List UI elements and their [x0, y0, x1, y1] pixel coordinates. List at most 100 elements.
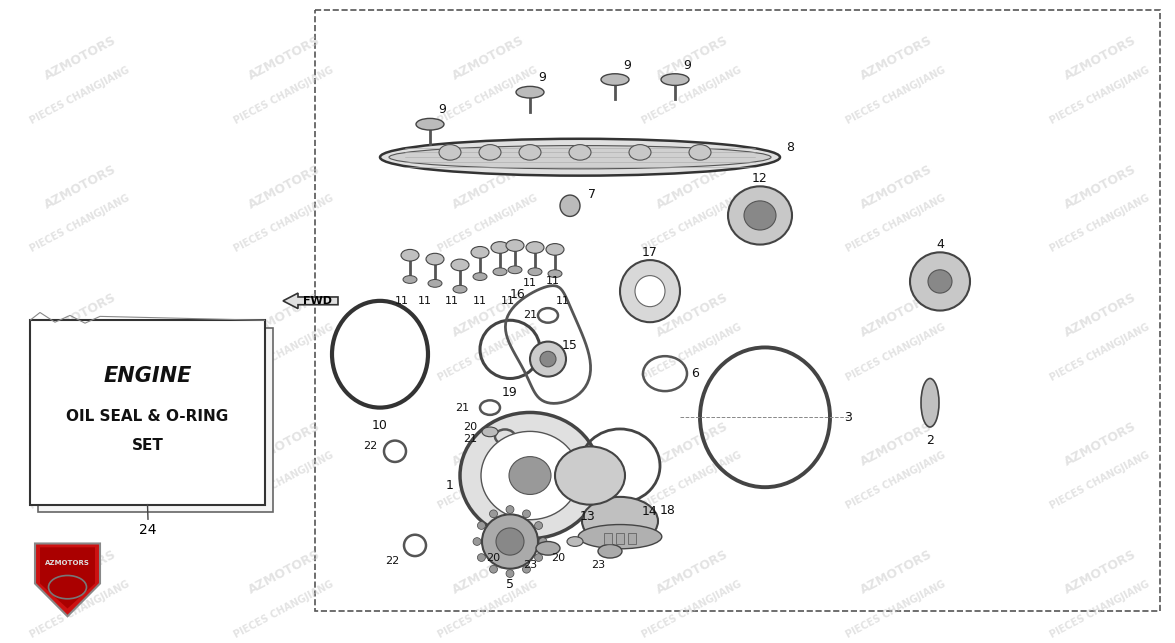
Text: FWD: FWD — [303, 296, 333, 306]
Text: AZMOTORS: AZMOTORS — [653, 163, 730, 212]
Text: ENGINE: ENGINE — [103, 366, 192, 386]
Text: 11: 11 — [395, 296, 409, 306]
Text: AZMOTORS: AZMOTORS — [450, 548, 526, 597]
Ellipse shape — [568, 537, 583, 547]
Text: PIECES CHANGJIANG: PIECES CHANGJIANG — [640, 450, 744, 511]
Text: 13: 13 — [580, 510, 596, 523]
Circle shape — [530, 341, 566, 377]
Polygon shape — [283, 293, 338, 309]
Text: PIECES CHANGJIANG: PIECES CHANGJIANG — [437, 322, 539, 383]
Text: PIECES CHANGJIANG: PIECES CHANGJIANG — [1048, 579, 1151, 640]
Text: 7: 7 — [588, 188, 596, 201]
Text: AZMOTORS: AZMOTORS — [858, 548, 934, 597]
Text: PIECES CHANGJIANG: PIECES CHANGJIANG — [845, 322, 947, 383]
Text: 18: 18 — [660, 504, 676, 517]
Ellipse shape — [600, 74, 629, 86]
Text: 6: 6 — [691, 367, 699, 380]
Ellipse shape — [598, 545, 622, 558]
Text: PIECES CHANGJIANG: PIECES CHANGJIANG — [437, 193, 539, 254]
Text: 5: 5 — [506, 577, 513, 591]
Bar — [315, 10, 1160, 611]
Text: 22: 22 — [385, 556, 400, 566]
Text: PIECES CHANGJIANG: PIECES CHANGJIANG — [845, 64, 947, 125]
Bar — [604, 533, 612, 545]
Ellipse shape — [451, 259, 469, 271]
Text: PIECES CHANGJIANG: PIECES CHANGJIANG — [640, 579, 744, 640]
Text: PIECES CHANGJIANG: PIECES CHANGJIANG — [640, 193, 744, 254]
Circle shape — [490, 565, 497, 573]
Text: 24: 24 — [140, 523, 156, 537]
Text: AZMOTORS: AZMOTORS — [42, 34, 119, 83]
Text: AZMOTORS: AZMOTORS — [1062, 548, 1139, 597]
Bar — [627, 533, 636, 545]
Text: AZMOTORS: AZMOTORS — [653, 34, 730, 83]
Text: 10: 10 — [372, 419, 388, 431]
Ellipse shape — [516, 86, 544, 98]
Text: 4: 4 — [936, 238, 944, 251]
Text: AZMOTORS: AZMOTORS — [858, 291, 934, 340]
Ellipse shape — [389, 145, 771, 169]
Text: 20: 20 — [551, 553, 565, 563]
Circle shape — [477, 521, 485, 529]
Text: 9: 9 — [683, 59, 691, 71]
Text: PIECES CHANGJIANG: PIECES CHANGJIANG — [1048, 193, 1151, 254]
Text: PIECES CHANGJIANG: PIECES CHANGJIANG — [233, 322, 335, 383]
Ellipse shape — [403, 276, 417, 284]
Text: 23: 23 — [591, 560, 605, 570]
Ellipse shape — [454, 285, 466, 293]
Ellipse shape — [536, 541, 560, 555]
Ellipse shape — [555, 446, 625, 505]
Polygon shape — [35, 543, 100, 616]
Ellipse shape — [744, 201, 776, 230]
Text: PIECES CHANGJIANG: PIECES CHANGJIANG — [845, 193, 947, 254]
Ellipse shape — [506, 240, 524, 251]
Text: OIL SEAL & O-RING: OIL SEAL & O-RING — [66, 409, 229, 424]
Text: 20: 20 — [486, 553, 501, 563]
Text: PIECES CHANGJIANG: PIECES CHANGJIANG — [28, 193, 132, 254]
Ellipse shape — [921, 379, 939, 427]
Ellipse shape — [728, 186, 792, 244]
Ellipse shape — [474, 273, 486, 280]
Ellipse shape — [560, 195, 580, 217]
Text: 2: 2 — [926, 434, 934, 447]
Text: PIECES CHANGJIANG: PIECES CHANGJIANG — [233, 193, 335, 254]
Ellipse shape — [439, 145, 461, 160]
Ellipse shape — [528, 268, 542, 276]
Text: PIECES CHANGJIANG: PIECES CHANGJIANG — [233, 579, 335, 640]
Ellipse shape — [548, 270, 562, 278]
Ellipse shape — [502, 539, 518, 548]
Circle shape — [496, 528, 524, 555]
Text: 21: 21 — [455, 403, 469, 413]
Text: 20: 20 — [463, 422, 477, 432]
Ellipse shape — [582, 497, 658, 545]
Circle shape — [474, 538, 481, 545]
Text: AZMOTORS: AZMOTORS — [246, 163, 322, 212]
Ellipse shape — [519, 145, 540, 160]
Text: 9: 9 — [538, 71, 546, 84]
Text: AZMOTORS: AZMOTORS — [246, 420, 322, 469]
Circle shape — [482, 514, 538, 568]
Ellipse shape — [459, 412, 600, 539]
Text: PIECES CHANGJIANG: PIECES CHANGJIANG — [437, 450, 539, 511]
Text: 11: 11 — [546, 276, 560, 286]
Text: PIECES CHANGJIANG: PIECES CHANGJIANG — [1048, 322, 1151, 383]
Text: 11: 11 — [523, 278, 537, 288]
Text: PIECES CHANGJIANG: PIECES CHANGJIANG — [640, 64, 744, 125]
Text: 21: 21 — [523, 311, 537, 320]
Text: 11: 11 — [474, 296, 486, 306]
Text: PIECES CHANGJIANG: PIECES CHANGJIANG — [1048, 450, 1151, 511]
Circle shape — [535, 521, 543, 529]
Text: AZMOTORS: AZMOTORS — [653, 420, 730, 469]
Text: SET: SET — [132, 438, 163, 453]
Text: AZMOTORS: AZMOTORS — [858, 34, 934, 83]
Text: AZMOTORS: AZMOTORS — [1062, 163, 1139, 212]
Ellipse shape — [546, 244, 564, 255]
Text: AZMOTORS: AZMOTORS — [42, 163, 119, 212]
Text: 14: 14 — [642, 505, 658, 518]
Text: AZMOTORS: AZMOTORS — [858, 163, 934, 212]
Ellipse shape — [428, 280, 442, 287]
Text: AZMOTORS: AZMOTORS — [45, 560, 90, 566]
Text: PIECES CHANGJIANG: PIECES CHANGJIANG — [845, 579, 947, 640]
Text: 11: 11 — [501, 296, 515, 306]
Text: AZMOTORS: AZMOTORS — [1062, 34, 1139, 83]
